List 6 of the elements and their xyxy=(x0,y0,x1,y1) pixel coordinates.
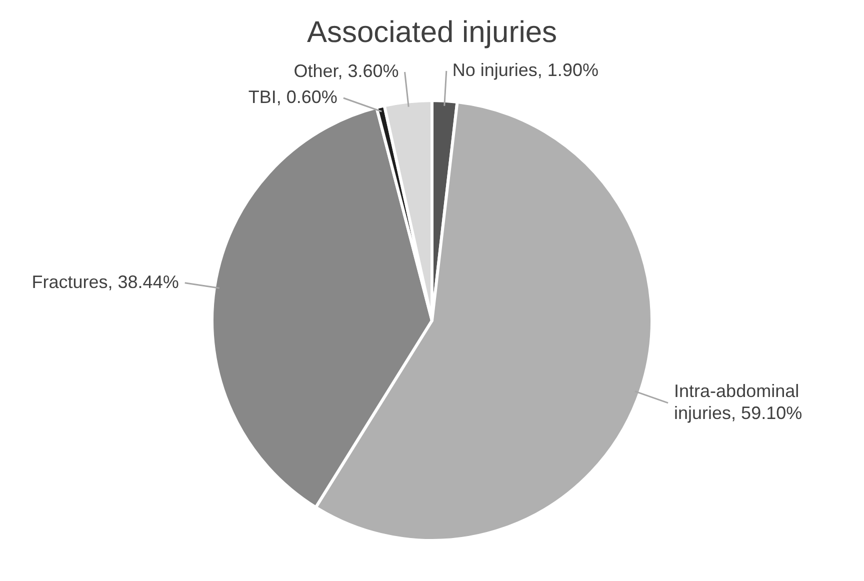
slice-label: No injuries, 1.90% xyxy=(452,60,598,80)
chart-title: Associated injuries xyxy=(306,16,558,49)
slice-label: Intra-abdominal injuries, 59.10% xyxy=(674,380,802,423)
slice-label: TBI, 0.60% xyxy=(248,86,338,107)
slice-label: Fractures, 38.44% xyxy=(32,272,179,292)
slice-label: Other, 3.60% xyxy=(294,60,399,81)
